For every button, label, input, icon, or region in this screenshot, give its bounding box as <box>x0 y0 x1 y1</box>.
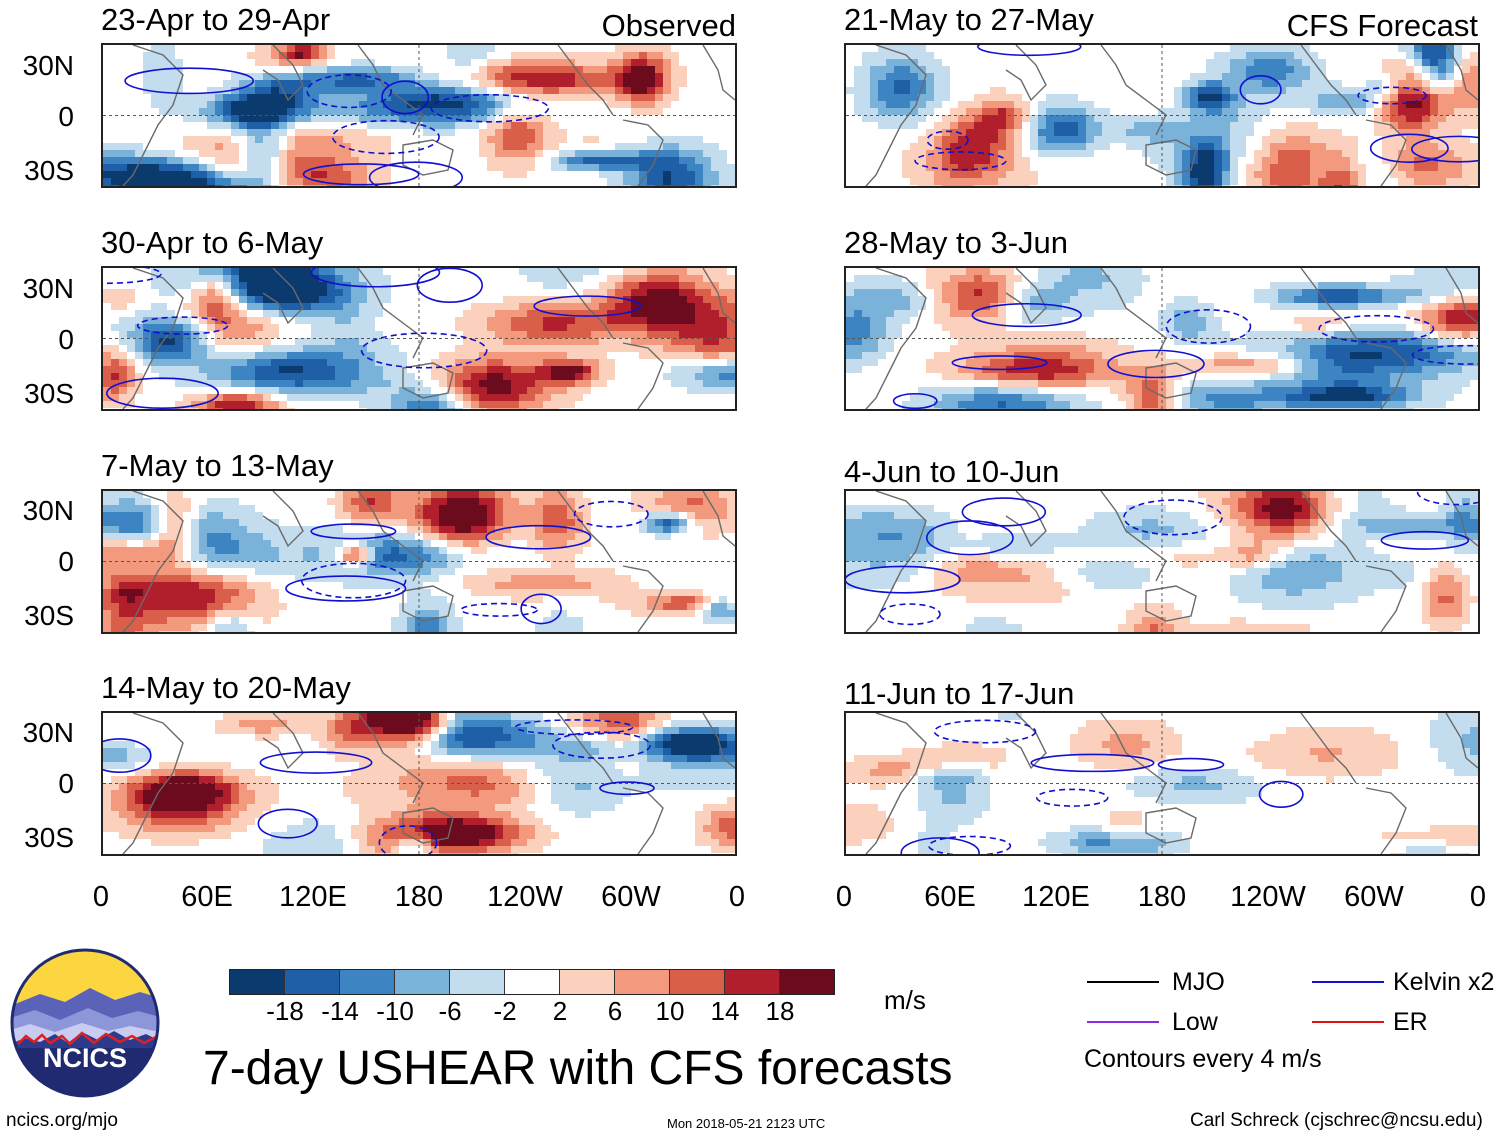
x-tick-label: 0 <box>835 881 853 913</box>
panel-title: 30-Apr to 6-May <box>101 225 324 260</box>
y-tick-label: 30S <box>24 155 74 186</box>
y-tick-label: 30N <box>22 273 74 304</box>
shear-field <box>846 45 1478 186</box>
x-tick-label: 120E <box>1022 881 1090 913</box>
x-tick-label: 60W <box>1344 881 1404 913</box>
y-tick-label: 30S <box>24 822 74 853</box>
colorbar-label: -14 <box>321 996 359 1026</box>
y-tick-label: 0 <box>58 101 74 132</box>
y-tick-label: 30N <box>22 495 74 526</box>
legend-label: Kelvin x2 <box>1393 968 1495 996</box>
y-tick-label: 30S <box>24 378 74 409</box>
y-tick-label: 0 <box>58 546 74 577</box>
colorbar-swatch <box>669 970 724 994</box>
colorbar-label: 14 <box>710 996 740 1026</box>
ncics-logo-graphic <box>10 948 160 1098</box>
panel-title: 28-May to 3-Jun <box>844 225 1068 260</box>
shear-field <box>103 491 735 632</box>
colorbar-label: -18 <box>266 996 304 1026</box>
legend-label: MJO <box>1172 968 1225 996</box>
ncics-logo: NCICS <box>10 948 160 1098</box>
y-tick-label: 30N <box>22 50 74 81</box>
observed-label: Observed <box>601 8 736 43</box>
colorbar-swatch <box>449 970 504 994</box>
colorbar-swatch <box>394 970 449 994</box>
map-panel-observed-4 <box>101 711 737 856</box>
panel-title: 7-May to 13-May <box>101 448 334 483</box>
colorbar <box>229 969 835 995</box>
y-tick-label: 30N <box>22 717 74 748</box>
legend-note: Contours every 4 m/s <box>1084 1045 1322 1073</box>
map-panel-forecast-1 <box>844 43 1480 188</box>
x-tick-label: 180 <box>1137 881 1187 913</box>
colorbar-label: 6 <box>607 996 623 1026</box>
x-tick-label: 0 <box>1469 881 1487 913</box>
legend-label: Low <box>1172 1008 1218 1036</box>
panel-title: 4-Jun to 10-Jun <box>844 454 1060 489</box>
colorbar-label: 10 <box>655 996 685 1026</box>
x-tick-label: 120W <box>487 881 563 913</box>
figure-title: 7-day USHEAR with CFS forecasts <box>203 1042 953 1095</box>
x-tick-label: 60W <box>601 881 661 913</box>
map-panel-forecast-2 <box>844 266 1480 411</box>
panel-title: 14-May to 20-May <box>101 670 351 705</box>
legend-line-kelvin <box>1312 981 1384 983</box>
y-tick-label: 0 <box>58 324 74 355</box>
y-tick-label: 30S <box>24 600 74 631</box>
y-tick-label: 0 <box>58 768 74 799</box>
colorbar-label: -2 <box>493 996 517 1026</box>
panel-title: 23-Apr to 29-Apr <box>101 2 331 37</box>
shear-field <box>103 713 735 854</box>
legend-line-er <box>1312 1021 1384 1023</box>
colorbar-swatch <box>504 970 559 994</box>
panel-title: 11-Jun to 17-Jun <box>844 676 1075 711</box>
forecast-label: CFS Forecast <box>1286 8 1478 43</box>
colorbar-label: -6 <box>438 996 462 1026</box>
shear-field <box>846 268 1478 409</box>
colorbar-swatch <box>284 970 339 994</box>
shear-field <box>846 713 1478 854</box>
shear-field <box>103 45 735 186</box>
footer-author: Carl Schreck (cjschrec@ncsu.edu) <box>1190 1110 1483 1131</box>
colorbar-swatch <box>614 970 669 994</box>
map-panel-observed-1 <box>101 43 737 188</box>
map-panel-forecast-3 <box>844 489 1480 634</box>
x-tick-label: 120W <box>1230 881 1306 913</box>
x-tick-label: 0 <box>728 881 746 913</box>
panel-title: 21-May to 27-May <box>844 2 1094 37</box>
map-panel-forecast-4 <box>844 711 1480 856</box>
shear-field <box>103 268 735 409</box>
colorbar-swatch <box>724 970 779 994</box>
colorbar-label: 2 <box>552 996 568 1026</box>
shear-field <box>846 491 1478 632</box>
legend-label: ER <box>1393 1008 1428 1036</box>
colorbar-label: 18 <box>765 996 795 1026</box>
footer-timestamp: Mon 2018-05-21 2123 UTC <box>667 1116 826 1131</box>
logo-text: NCICS <box>42 1043 127 1073</box>
x-tick-label: 60E <box>924 881 976 913</box>
colorbar-label: -10 <box>376 996 414 1026</box>
colorbar-swatch <box>230 970 284 994</box>
x-tick-label: 120E <box>279 881 347 913</box>
map-panel-observed-2 <box>101 266 737 411</box>
x-tick-label: 0 <box>92 881 110 913</box>
colorbar-swatch <box>559 970 614 994</box>
x-tick-label: 60E <box>181 881 233 913</box>
legend-line-low <box>1087 1021 1159 1023</box>
colorbar-swatch <box>339 970 394 994</box>
colorbar-units: m/s <box>884 985 926 1015</box>
x-tick-label: 180 <box>394 881 444 913</box>
legend-line-mjo <box>1087 981 1159 983</box>
map-panel-observed-3 <box>101 489 737 634</box>
footer-url[interactable]: ncics.org/mjo <box>6 1110 118 1131</box>
colorbar-swatch <box>779 970 834 994</box>
